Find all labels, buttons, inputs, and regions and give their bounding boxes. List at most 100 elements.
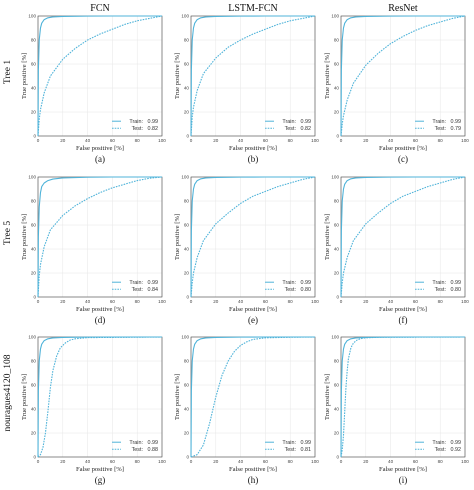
panel-caption: (h) bbox=[248, 475, 259, 485]
plot-frame bbox=[190, 336, 316, 458]
x-tick-label: 20 bbox=[213, 459, 219, 464]
y-tick-label: 0 bbox=[336, 455, 339, 460]
x-tick-label: 60 bbox=[110, 459, 116, 464]
y-tick-label: 100 bbox=[181, 335, 189, 340]
y-tick-label: 40 bbox=[334, 247, 340, 252]
plot-frame bbox=[37, 176, 163, 298]
legend-value-test: 0.82 bbox=[301, 126, 312, 132]
y-tick-label: 60 bbox=[334, 223, 340, 228]
y-axis-label: True positive [%] bbox=[324, 53, 331, 99]
x-tick-label: 0 bbox=[190, 299, 193, 304]
x-tick-label: 20 bbox=[60, 138, 66, 143]
x-tick-label: 100 bbox=[311, 138, 319, 143]
x-tick-label: 80 bbox=[288, 299, 294, 304]
y-tick-label: 100 bbox=[331, 335, 339, 340]
x-tick-label: 40 bbox=[388, 459, 394, 464]
y-tick-label: 40 bbox=[334, 407, 340, 412]
row-label-0: Tree 1 bbox=[3, 60, 13, 84]
y-tick-label: 0 bbox=[186, 295, 189, 300]
series-line-train bbox=[190, 336, 315, 458]
series-line-train bbox=[190, 15, 315, 137]
y-axis-label: True positive [%] bbox=[324, 214, 331, 260]
panel-caption: (i) bbox=[399, 475, 408, 485]
x-tick-label: 40 bbox=[238, 299, 244, 304]
legend-label-train: Train: bbox=[282, 440, 296, 446]
y-tick-label: 40 bbox=[31, 247, 37, 252]
legend-label-test: Test: bbox=[132, 447, 143, 453]
y-tick-label: 100 bbox=[28, 175, 36, 180]
series-line-test bbox=[190, 336, 316, 458]
x-tick-label: 0 bbox=[37, 138, 40, 143]
series-line-train bbox=[37, 336, 162, 458]
y-tick-label: 60 bbox=[31, 62, 37, 67]
panel-caption: (g) bbox=[95, 475, 106, 485]
y-tick-label: 0 bbox=[186, 455, 189, 460]
x-tick-label: 40 bbox=[238, 459, 244, 464]
legend-label-train: Train: bbox=[129, 280, 143, 286]
y-tick-label: 0 bbox=[336, 295, 339, 300]
legend-value-test: 0.81 bbox=[301, 447, 312, 453]
x-tick-label: 40 bbox=[388, 299, 394, 304]
legend-label-test: Test: bbox=[435, 287, 446, 293]
legend-label-test: Test: bbox=[132, 126, 143, 132]
legend-label-train: Train: bbox=[432, 440, 446, 446]
y-tick-label: 20 bbox=[334, 110, 340, 115]
x-tick-label: 80 bbox=[438, 138, 444, 143]
y-axis-label: True positive [%] bbox=[174, 214, 181, 260]
x-tick-label: 20 bbox=[363, 299, 369, 304]
y-tick-label: 80 bbox=[184, 38, 190, 43]
legend-label-train: Train: bbox=[129, 440, 143, 446]
y-tick-label: 80 bbox=[184, 359, 190, 364]
x-axis-label: False positive [%] bbox=[379, 466, 427, 473]
x-tick-label: 40 bbox=[388, 138, 394, 143]
y-tick-label: 20 bbox=[334, 431, 340, 436]
legend-label-test: Test: bbox=[285, 287, 296, 293]
legend-label-test: Test: bbox=[285, 126, 296, 132]
series-line-train bbox=[340, 15, 465, 137]
x-tick-label: 60 bbox=[263, 138, 269, 143]
series-line-train bbox=[340, 176, 465, 298]
y-tick-label: 40 bbox=[184, 247, 190, 252]
series-line-test bbox=[190, 176, 316, 298]
y-tick-label: 0 bbox=[186, 134, 189, 139]
x-tick-label: 40 bbox=[85, 138, 91, 143]
y-tick-label: 20 bbox=[184, 271, 190, 276]
x-axis-label: False positive [%] bbox=[229, 145, 277, 152]
legend-label-test: Test: bbox=[435, 447, 446, 453]
y-tick-label: 0 bbox=[33, 295, 36, 300]
y-axis-label: True positive [%] bbox=[324, 374, 331, 420]
series-line-test bbox=[37, 15, 163, 137]
y-tick-label: 80 bbox=[334, 199, 340, 204]
x-tick-label: 20 bbox=[213, 299, 219, 304]
y-tick-label: 60 bbox=[31, 223, 37, 228]
x-tick-label: 100 bbox=[311, 299, 319, 304]
y-axis-label: True positive [%] bbox=[174, 53, 181, 99]
legend-label-test: Test: bbox=[435, 126, 446, 132]
legend-value-test: 0.88 bbox=[148, 447, 159, 453]
plot-frame bbox=[190, 15, 316, 137]
panel-caption: (d) bbox=[95, 315, 106, 325]
series-line-train bbox=[340, 336, 465, 458]
y-tick-label: 20 bbox=[184, 431, 190, 436]
legend-value-test: 0.79 bbox=[451, 126, 462, 132]
x-tick-label: 80 bbox=[135, 459, 141, 464]
roc-panel-6: 0 20 40 60 80 100 0 20 40 60 80 100 False positive [… bbox=[21, 335, 166, 485]
legend-value-train: 0.99 bbox=[301, 119, 312, 125]
x-tick-label: 60 bbox=[413, 138, 419, 143]
y-tick-label: 80 bbox=[31, 38, 37, 43]
legend-label-train: Train: bbox=[432, 280, 446, 286]
y-tick-label: 60 bbox=[334, 62, 340, 67]
legend-value-test: 0.84 bbox=[148, 287, 159, 293]
y-tick-label: 80 bbox=[31, 199, 37, 204]
x-axis-label: False positive [%] bbox=[379, 306, 427, 313]
legend-label-train: Train: bbox=[129, 119, 143, 125]
x-tick-label: 80 bbox=[135, 138, 141, 143]
roc-panel-7: 0 20 40 60 80 100 0 20 40 60 80 100 False positive [… bbox=[174, 335, 319, 485]
x-axis-label: False positive [%] bbox=[76, 466, 124, 473]
y-tick-label: 60 bbox=[184, 383, 190, 388]
x-tick-label: 0 bbox=[340, 299, 343, 304]
y-tick-label: 100 bbox=[28, 14, 36, 19]
x-tick-label: 100 bbox=[158, 299, 166, 304]
x-tick-label: 100 bbox=[158, 138, 166, 143]
